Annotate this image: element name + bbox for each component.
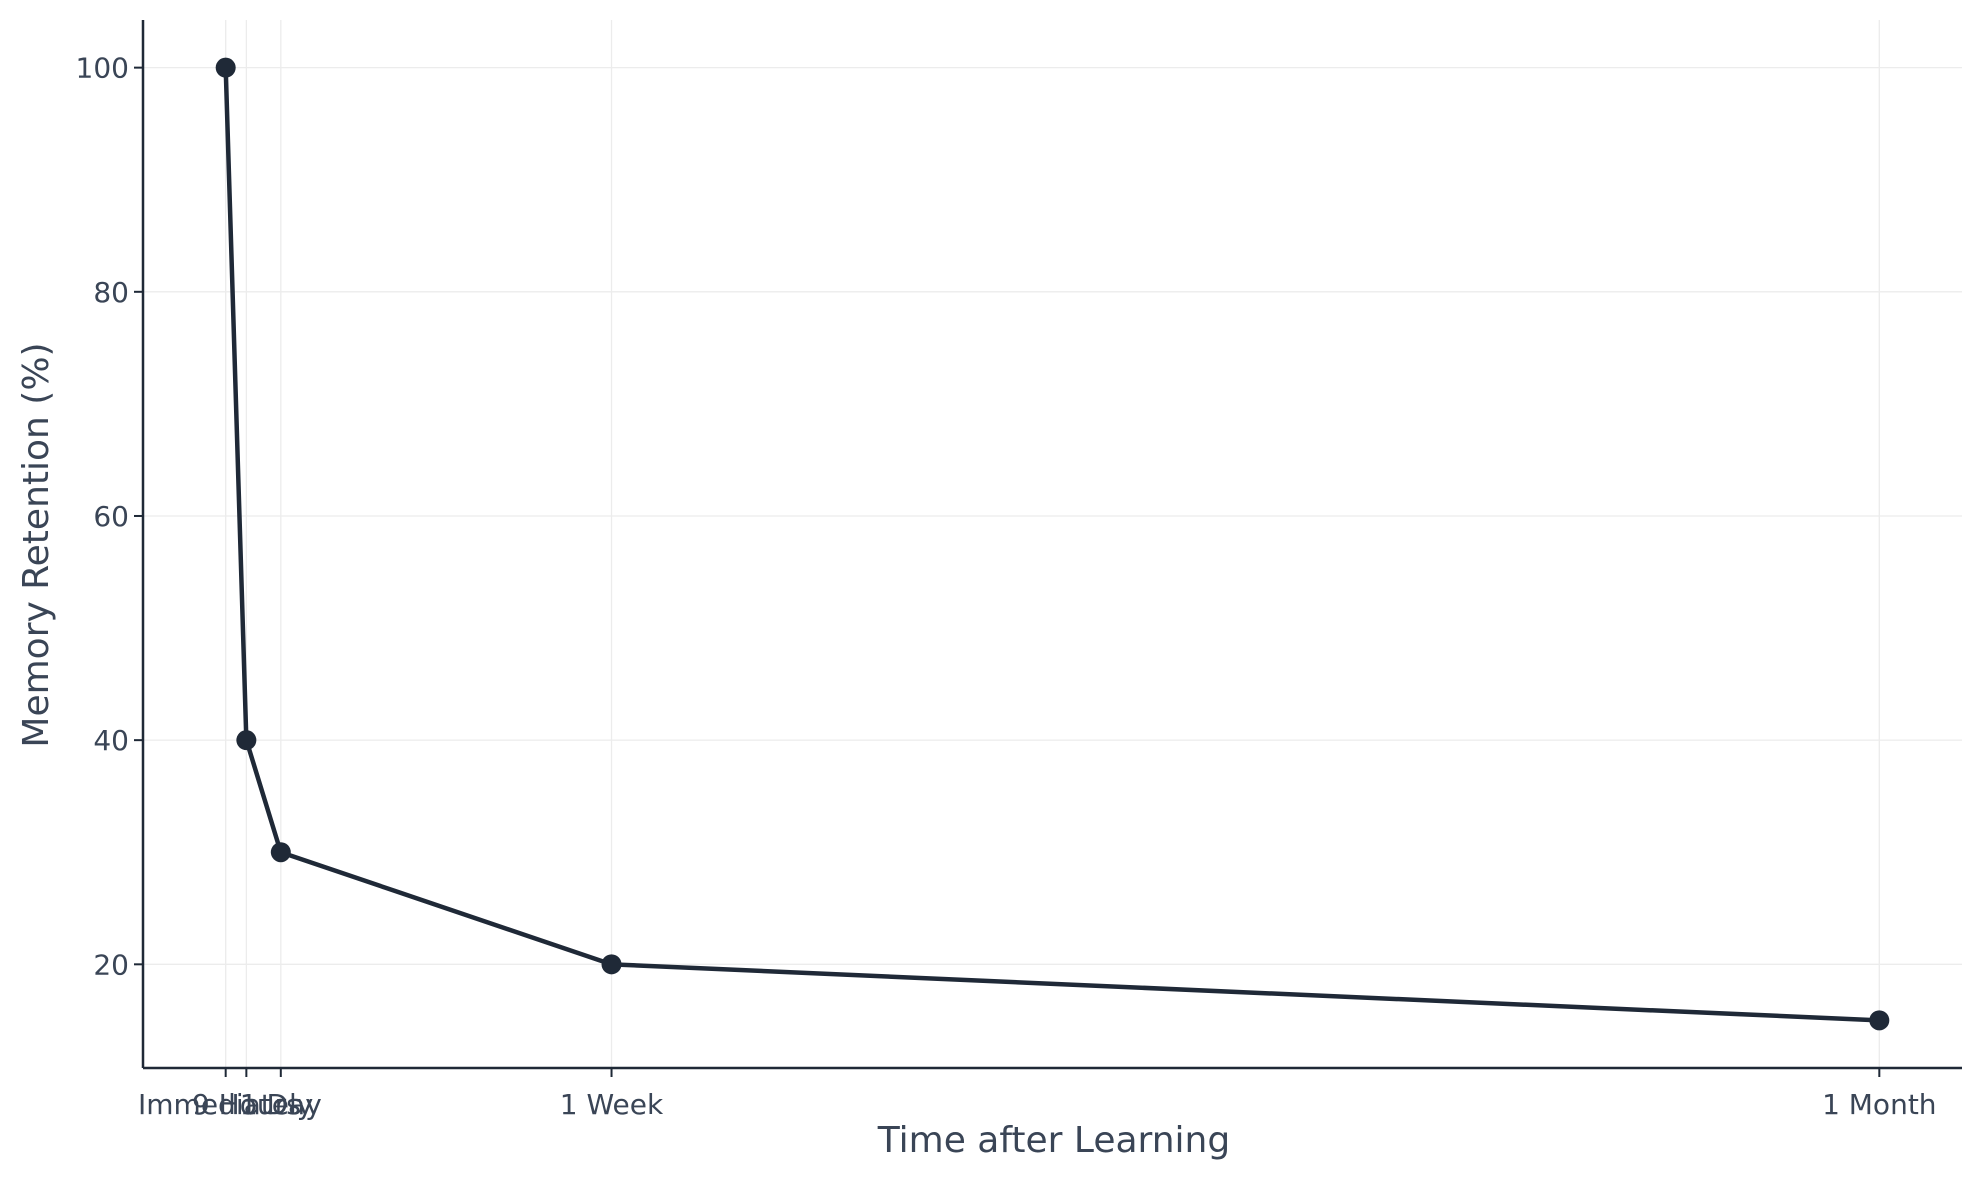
- y-tick-label: 60: [93, 500, 129, 533]
- data-point: [215, 57, 236, 78]
- data-point: [236, 730, 257, 751]
- data-point: [270, 842, 291, 863]
- axes: [141, 20, 1962, 1070]
- y-tick-label: 20: [93, 948, 129, 981]
- y-tick-label: 40: [93, 724, 129, 757]
- x-tick-label: 1 Day: [240, 1088, 322, 1121]
- x-tick-label: Immediately: [138, 1088, 313, 1121]
- y-tick-label: 100: [76, 52, 129, 85]
- x-axis-label: Time after Learning: [877, 1120, 1230, 1161]
- x-tick-label: 1 Week: [560, 1088, 664, 1121]
- series-line: [223, 65, 1882, 1023]
- y-tick-label: 80: [93, 276, 129, 309]
- y-axis-label: Memory Retention (%): [16, 342, 57, 747]
- data-point: [1869, 1010, 1890, 1031]
- series: [215, 57, 1890, 1031]
- x-tick-label: 1 Month: [1822, 1088, 1936, 1121]
- grid: [143, 20, 1962, 1068]
- x-tick-label: 9 Hours: [192, 1088, 301, 1121]
- data-point: [601, 954, 622, 975]
